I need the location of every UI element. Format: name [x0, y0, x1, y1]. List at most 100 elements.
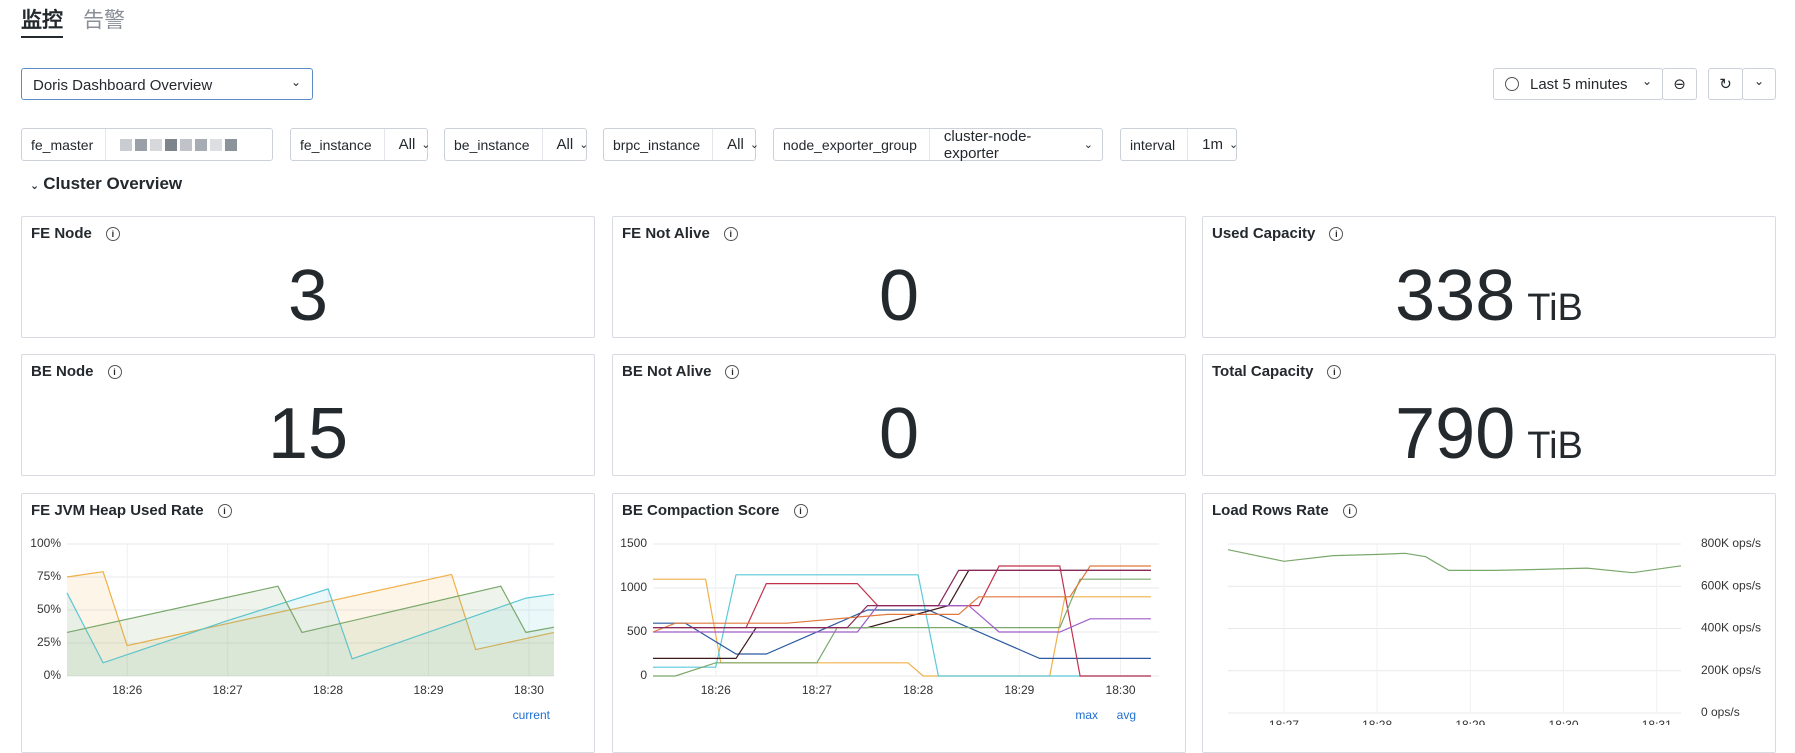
area	[67, 571, 554, 676]
stat-number: 0	[878, 394, 920, 474]
stat-unit: TiB	[1527, 287, 1583, 329]
legend-header: current	[513, 708, 551, 722]
stat-number: 0	[878, 256, 920, 336]
chevron: ⌄	[1228, 139, 1239, 151]
line	[653, 565, 1151, 677]
info-icon: i	[793, 503, 808, 518]
line	[653, 578, 1151, 677]
stat-panel: Total Capacity i 790 TiB	[1202, 354, 1776, 476]
pixel	[210, 138, 223, 151]
filter[interactable]: be_instance All ⌄	[444, 128, 589, 161]
section-header[interactable]: ⌄ Cluster Overview	[30, 174, 182, 194]
stat-panel: FE Not Alive i 0	[612, 216, 1186, 338]
info-icon: i	[217, 503, 232, 518]
panel-title: BE Node i	[31, 363, 122, 380]
area	[67, 588, 554, 676]
filter-label: node_exporter_group	[783, 129, 930, 160]
legend-header: avg	[1117, 708, 1136, 722]
stat-number: 3	[287, 256, 329, 336]
x-tick-label: 18:28	[1362, 718, 1392, 725]
x-tick-label: 18:29	[1455, 718, 1485, 725]
refresh-interval-button[interactable]: ⌄	[1742, 68, 1776, 100]
tab[interactable]: 监控	[21, 4, 63, 38]
stat-panel: Used Capacity i 338 TiB	[1202, 216, 1776, 338]
y-tick-label: 1500	[620, 536, 647, 550]
x-tick-label: 18:30	[1106, 683, 1136, 697]
y-tick-label: 50%	[37, 602, 61, 616]
panel-title-text: FE JVM Heap Used Rate	[31, 502, 204, 519]
x-tick-label: 18:30	[514, 683, 544, 697]
refresh-button[interactable]: ↻	[1708, 68, 1743, 100]
filter[interactable]: node_exporter_group cluster-node-exporter…	[773, 127, 1103, 162]
stat-value: 0	[613, 393, 1185, 475]
info-icon: i	[1327, 364, 1342, 379]
x-tick-label: 18:28	[313, 683, 343, 697]
chevron: ⌄	[1083, 139, 1093, 151]
y-tick-label: 25%	[37, 635, 61, 649]
pixel	[120, 138, 133, 151]
y-tick-label: 75%	[37, 569, 61, 583]
pixel	[180, 138, 193, 151]
x-tick-label: 18:26	[112, 683, 142, 697]
filter-label: interval	[1130, 129, 1189, 160]
panel-title-text: FE Node	[31, 225, 92, 242]
filter[interactable]: interval 1m ⌄	[1120, 128, 1239, 161]
filter-label: fe_instance	[300, 129, 385, 160]
stat-panel: BE Not Alive i 0	[612, 354, 1186, 476]
panel-title: Load Rows Rate i	[1212, 502, 1357, 519]
stat-number: 338	[1395, 256, 1516, 336]
y-tick-label: 1000	[620, 580, 647, 594]
line	[66, 585, 555, 634]
panel-title: BE Not Alive i	[622, 363, 740, 380]
tab[interactable]: 告警	[83, 9, 125, 32]
chevron: ⌄	[749, 139, 760, 151]
panel-title-text: Total Capacity	[1212, 363, 1314, 380]
y-tick-label: 800K ops/s	[1701, 536, 1761, 550]
chevron: ⌄	[579, 139, 589, 151]
area	[67, 586, 554, 676]
x-tick-label: 18:29	[413, 683, 443, 697]
stat-panel: BE Node i 15	[21, 354, 595, 476]
info-icon: i	[107, 364, 122, 379]
panel-title-text: BE Node	[31, 363, 94, 380]
panel-title-text: BE Compaction Score	[622, 502, 780, 519]
y-tick-label: 0 ops/s	[1701, 705, 1740, 719]
charts: 0% 25% 50% 75% 100% 18:26 18:27 18:28 18:29 18:30…	[30, 536, 1761, 725]
y-tick-label: 100%	[30, 536, 61, 550]
stat-unit: TiB	[1527, 425, 1583, 467]
stat-value: 338 TiB	[1203, 255, 1775, 337]
dashboard-select[interactable]: Doris Dashboard Overview ⌄	[21, 68, 313, 100]
line	[653, 578, 1151, 677]
filter-value: cluster-node-exporter	[943, 127, 1032, 162]
filter-label: be_instance	[454, 129, 543, 160]
zoom-out-button[interactable]: ⊖	[1662, 68, 1697, 100]
x-tick-label: 18:30	[1549, 718, 1579, 725]
y-tick-label: 0%	[44, 668, 62, 682]
filter-label: brpc_instance	[613, 129, 714, 160]
line	[66, 571, 555, 651]
filter[interactable]: fe_master	[21, 128, 273, 161]
y-tick-label: 600K ops/s	[1701, 578, 1761, 592]
filter[interactable]: brpc_instance All ⌄	[603, 128, 760, 161]
x-tick-label: 18:29	[1004, 683, 1034, 697]
pixel	[135, 138, 148, 151]
time-picker[interactable]: Last 5 minutes ⌄	[1493, 68, 1663, 100]
x-tick-label: 18:27	[213, 683, 243, 697]
info-icon: i	[723, 226, 738, 241]
pixel	[150, 138, 163, 151]
info-icon: i	[1329, 226, 1344, 241]
info-icon: i	[105, 226, 120, 241]
line	[653, 569, 1151, 629]
legend-header: max	[1075, 708, 1098, 722]
line	[652, 565, 1151, 633]
clock-icon	[1505, 77, 1519, 91]
line	[653, 609, 1151, 659]
filter[interactable]: fe_instance All ⌄	[290, 128, 431, 161]
pixel	[195, 138, 208, 151]
redacted-value	[120, 138, 238, 151]
filter-value: All	[556, 136, 574, 153]
info-icon: i	[1342, 503, 1357, 518]
pixel	[165, 138, 178, 151]
chevron: ⌄	[421, 139, 431, 151]
filter-value: All	[398, 136, 416, 153]
